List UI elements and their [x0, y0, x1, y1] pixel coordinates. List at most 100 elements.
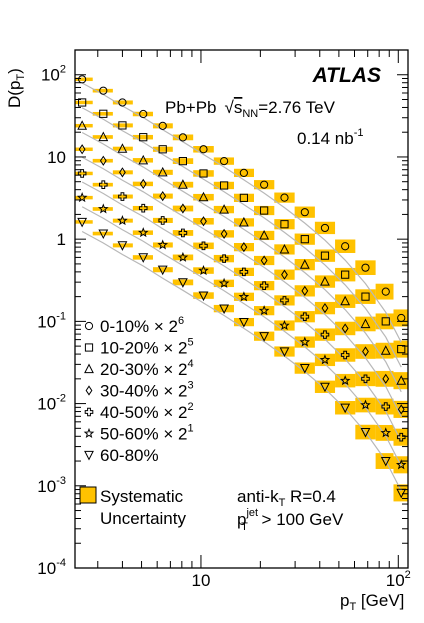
- data-point-s3-p6: [200, 216, 207, 227]
- reference-curve-s3: [81, 156, 402, 417]
- systematic-band-s3-p2: [112, 170, 133, 175]
- jet-algorithm-label: anti-kT R=0.4: [237, 487, 336, 509]
- data-point-s1-p3: [139, 133, 148, 142]
- data-point-s6-p9: [259, 332, 270, 342]
- data-point-s1-p2: [118, 121, 127, 130]
- data-point-s0-p2: [118, 98, 127, 107]
- data-point-s5-p4: [157, 239, 169, 250]
- systematic-band-s0-p5: [172, 134, 194, 141]
- systematic-band-s2-p5: [172, 181, 194, 188]
- data-point-s1-p15: [381, 317, 390, 326]
- systematic-band-s3-p1: [92, 158, 113, 163]
- data-point-s5-p9: [258, 305, 270, 316]
- data-point-s0-p9: [260, 180, 269, 189]
- data-point-s6-p11: [299, 364, 310, 374]
- collision-label: Pb+Pb √sNN=2.76 TeV: [165, 98, 336, 120]
- data-point-s0-p0: [78, 75, 87, 84]
- data-point-s4-p6: [199, 241, 208, 251]
- data-point-s3-p1: [99, 155, 107, 166]
- data-point-s3-p9: [260, 255, 268, 266]
- systematic-band-s5-p8: [233, 292, 254, 301]
- data-point-s0-p8: [239, 168, 248, 177]
- data-point-s4-p0: [77, 169, 87, 178]
- data-point-s4-p15: [381, 402, 391, 411]
- data-point-s2-p0: [77, 120, 88, 130]
- data-point-s6-p5: [177, 278, 188, 288]
- legend-label-6: 60-80%: [100, 446, 159, 465]
- data-point-s0-p13: [341, 242, 350, 251]
- data-point-s0-p1: [99, 86, 108, 95]
- systematic-band-s5-p4: [152, 242, 173, 248]
- data-point-s2-p15: [380, 345, 391, 355]
- systematic-band-s3-p3: [132, 181, 153, 187]
- legend-systematic-label-1: Systematic: [100, 487, 184, 506]
- legend-marker-1: [84, 343, 94, 352]
- systematic-band-s0-p7: [213, 157, 234, 165]
- data-point-s1-p5: [178, 157, 187, 166]
- systematic-band-s1-p10: [274, 219, 295, 230]
- data-point-s5-p10: [279, 319, 290, 331]
- data-point-s0-p10: [280, 193, 289, 202]
- systematic-band-s5-p11: [294, 336, 315, 348]
- systematic-band-s0-p10: [274, 192, 295, 203]
- data-point-s1-p13: [341, 270, 350, 279]
- systematic-band-s5-p12: [314, 353, 336, 367]
- data-point-s3-p2: [119, 167, 126, 178]
- systematic-band-s6-p16: [393, 484, 408, 502]
- legend-systematic-label-2: Uncertainty: [100, 509, 186, 528]
- data-point-s5-p14: [360, 399, 371, 410]
- systematic-band-s0-p2: [112, 100, 133, 105]
- systematic-band-s0-p11: [294, 206, 315, 218]
- data-point-s4-p13: [340, 350, 350, 360]
- systematic-band-s5-p1: [92, 207, 113, 211]
- data-point-s5-p1: [97, 203, 109, 214]
- data-point-s6-p4: [157, 265, 168, 276]
- systematic-band-s4-p0: [75, 171, 93, 176]
- systematic-band-s1-p13: [335, 267, 356, 282]
- data-point-s1-p9: [260, 206, 269, 215]
- data-point-s0-p7: [219, 157, 229, 166]
- systematic-band-s0-p3: [132, 111, 153, 117]
- data-point-s4-p14: [361, 374, 370, 384]
- data-point-s3-p15: [382, 373, 390, 384]
- systematic-band-s6-p15: [375, 453, 394, 469]
- systematic-band-s2-p7: [213, 205, 234, 214]
- data-point-s5-p0: [76, 192, 88, 203]
- legend-systematic-swatch: [79, 486, 97, 504]
- data-point-s6-p0: [77, 217, 88, 228]
- systematic-band-s4-p13: [335, 348, 356, 362]
- systematic-band-s2-p6: [193, 193, 214, 201]
- systematic-band-s4-p12: [314, 328, 336, 341]
- systematic-band-s4-p9: [253, 281, 275, 291]
- systematic-band-s5-p7: [213, 279, 234, 288]
- plot-frame: [74, 49, 409, 569]
- x-tick-label-1: 102: [386, 569, 411, 590]
- systematic-band-s0-p15: [375, 283, 394, 300]
- data-point-s5-p2: [117, 215, 128, 226]
- data-point-s4-p3: [138, 203, 148, 213]
- systematic-band-s0-p13: [335, 239, 356, 253]
- data-point-s6-p15: [380, 456, 391, 467]
- data-point-s5-p6: [198, 264, 209, 276]
- systematic-band-s3-p8: [233, 243, 254, 252]
- data-point-s0-p12: [320, 223, 330, 233]
- systematic-band-s3-p10: [274, 269, 295, 280]
- systematic-band-s2-p2: [112, 146, 133, 151]
- data-point-s3-p7: [220, 228, 228, 239]
- y-tick-label-2: 10-2: [37, 393, 66, 414]
- legend-marker-2: [84, 363, 94, 374]
- data-point-s1-p6: [199, 169, 208, 178]
- reference-curve-s5: [81, 206, 402, 467]
- systematic-band-s2-p4: [152, 169, 173, 175]
- data-point-s0-p15: [381, 287, 390, 296]
- data-point-s3-p4: [159, 191, 167, 202]
- systematic-band-s6-p4: [152, 267, 173, 273]
- systematic-band-s1-p16: [393, 340, 408, 358]
- data-markers: [76, 75, 407, 499]
- systematic-band-s0-p12: [314, 221, 336, 235]
- y-tick-label-3: 10-1: [37, 310, 66, 331]
- data-point-s1-p8: [239, 193, 248, 202]
- reference-curve-s1: [81, 107, 402, 368]
- systematic-band-s5-p6: [193, 267, 214, 274]
